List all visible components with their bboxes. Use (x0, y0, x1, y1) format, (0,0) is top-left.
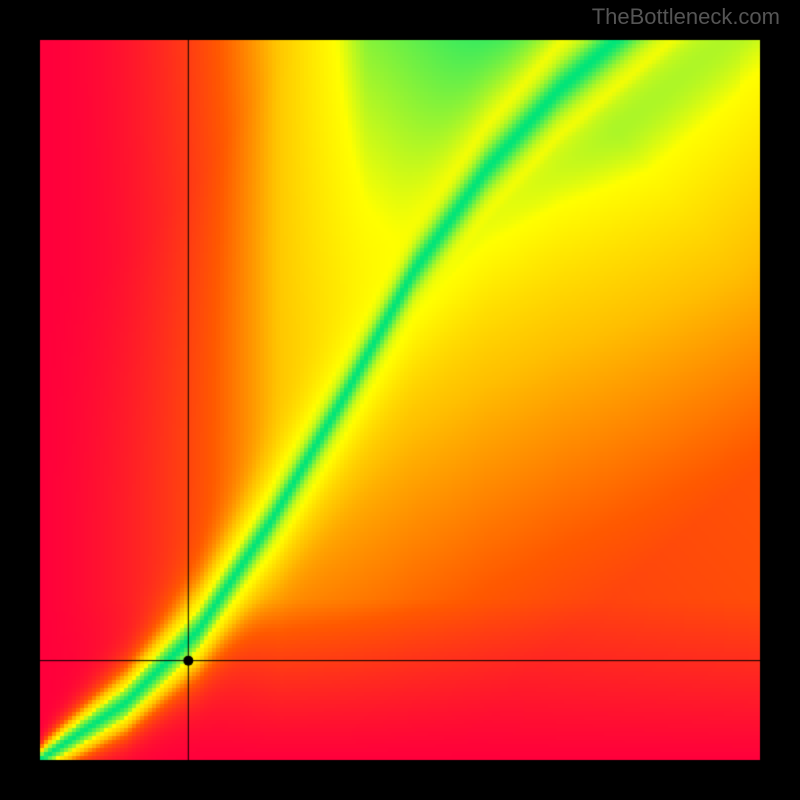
chart-container: TheBottleneck.com (0, 0, 800, 800)
watermark-text: TheBottleneck.com (592, 4, 780, 30)
heatmap-canvas (0, 0, 800, 800)
